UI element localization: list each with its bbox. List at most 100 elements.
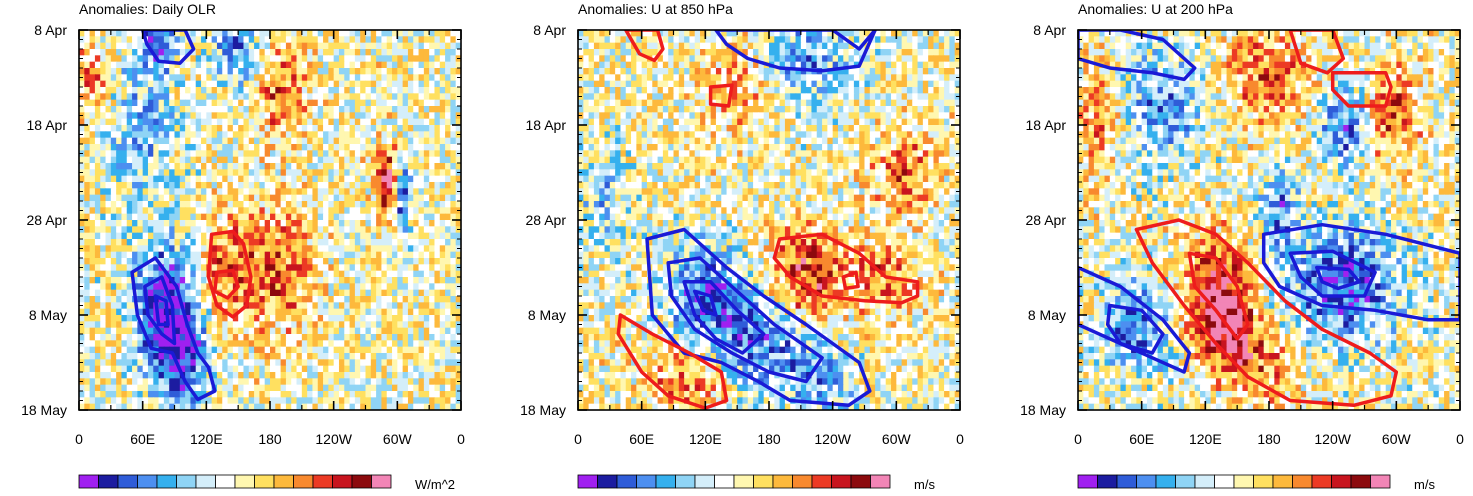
- red-contour: [1187, 251, 1250, 341]
- blue-contour: [692, 289, 718, 317]
- x-tick-label: 180: [757, 431, 781, 447]
- colorbar-units: m/s: [1414, 477, 1435, 492]
- colorbar-box: [293, 474, 314, 489]
- colorbar-label: 4: [808, 493, 815, 496]
- colorbar-box: [1155, 474, 1176, 489]
- colorbar-label: 48: [345, 493, 359, 496]
- red-contour: [616, 313, 729, 410]
- blue-contour: [1105, 303, 1165, 355]
- y-tick-label: 18 Apr: [1026, 117, 1067, 133]
- panel-2: 0 60E 120E 180 120W 60W 0 8 Apr 18 Apr 28 Apr 8 Ma…: [520, 1, 964, 496]
- blue-contour: [153, 294, 170, 327]
- panel-title: Anomalies: U at 850 hPa: [578, 1, 733, 17]
- y-tick-label: 8 Apr: [1033, 22, 1066, 38]
- colorbar-box: [772, 474, 793, 489]
- colorbar-label: -16: [187, 493, 206, 496]
- colorbar-box: [371, 474, 392, 489]
- x-tick-label: 0: [956, 431, 964, 447]
- x-tick-label: 120W: [814, 431, 851, 447]
- colorbar-box: [1311, 474, 1332, 489]
- x-tick-label: 0: [1456, 431, 1464, 447]
- colorbar-box: [137, 474, 158, 489]
- colorbar-label: 6: [847, 493, 854, 496]
- colorbar-label: -32: [148, 493, 167, 496]
- colorbar-label: 8: [1308, 493, 1315, 496]
- y-tick-label: 28 Apr: [27, 212, 68, 228]
- colorbar-label: 12: [1344, 493, 1358, 496]
- contour-lines: [130, 30, 253, 402]
- panel-1: 0 60E 120E 180 120W 60W 0 8 Apr 18 Apr 28 Apr 8 Ma…: [21, 1, 465, 496]
- anomaly-field: [79, 30, 461, 410]
- colorbar-label: 4: [1269, 493, 1276, 496]
- x-tick-label: 120W: [1314, 431, 1351, 447]
- colorbar-box: [616, 474, 637, 489]
- colorbar-box: [312, 474, 333, 489]
- colorbar-box: [176, 474, 197, 489]
- colorbar-label: -8: [1150, 493, 1162, 496]
- y-tick-label: 18 May: [1020, 402, 1066, 418]
- colorbar-box: [1350, 474, 1371, 489]
- blue-contour: [1315, 265, 1361, 291]
- x-tick-label: 180: [258, 431, 282, 447]
- colorbar-box: [831, 474, 852, 489]
- colorbar: -6 -4 -2 0 2 4 6 m/s: [577, 474, 935, 496]
- colorbar-box: [117, 474, 138, 489]
- colorbar-box: [1194, 474, 1215, 489]
- colorbar-box: [1077, 474, 1098, 489]
- blue-contour: [1288, 249, 1377, 298]
- blue-contour: [143, 275, 177, 346]
- colorbar-box: [234, 474, 255, 489]
- colorbar-label: -12: [1108, 493, 1127, 496]
- blue-contour: [130, 256, 217, 402]
- colorbar-box: [195, 474, 216, 489]
- colorbar-box: [273, 474, 294, 489]
- y-tick-label: 8 Apr: [533, 22, 566, 38]
- red-contour: [213, 268, 240, 300]
- colorbar-label: -4: [650, 493, 662, 496]
- red-contour: [1330, 71, 1393, 108]
- x-tick-label: 60E: [1129, 431, 1154, 447]
- blue-contour: [140, 30, 196, 66]
- contour-lines: [1078, 30, 1460, 408]
- colorbar-label: 2: [769, 493, 776, 496]
- colorbar-label: 32: [306, 493, 320, 496]
- colorbar-label: 0: [1230, 493, 1237, 496]
- colorbar-box: [753, 474, 774, 489]
- colorbar-box: [714, 474, 735, 489]
- colorbar-box: [1097, 474, 1118, 489]
- colorbar-box: [811, 474, 832, 489]
- colorbar: -48 -32 -16 0 16 32 48 W/m^2: [78, 474, 455, 496]
- y-tick-label: 18 May: [520, 402, 566, 418]
- colorbar-box: [636, 474, 657, 489]
- colorbar-box: [1116, 474, 1137, 489]
- colorbar-box: [1233, 474, 1254, 489]
- blue-contour: [1078, 30, 1197, 82]
- x-tick-label: 60W: [1382, 431, 1412, 447]
- colorbar-label: -4: [1189, 493, 1201, 496]
- colorbar-box: [215, 474, 236, 489]
- x-tick-label: 0: [75, 431, 83, 447]
- colorbar-box: [733, 474, 754, 489]
- blue-contour: [1078, 265, 1192, 374]
- y-tick-label: 8 May: [528, 307, 566, 323]
- colorbar-box: [850, 474, 871, 489]
- y-tick-label: 18 Apr: [526, 117, 567, 133]
- colorbar-box: [156, 474, 177, 489]
- red-contour: [624, 30, 665, 63]
- anomaly-field: [578, 30, 960, 410]
- y-tick-label: 8 Apr: [34, 22, 67, 38]
- x-tick-label: 0: [1074, 431, 1082, 447]
- colorbar-label: -48: [109, 493, 128, 496]
- colorbar-units: m/s: [914, 477, 935, 492]
- red-contour: [1134, 218, 1399, 408]
- y-tick-label: 28 Apr: [1026, 212, 1067, 228]
- x-tick-label: 120E: [1189, 431, 1222, 447]
- colorbar-box: [1175, 474, 1196, 489]
- x-tick-label: 120E: [689, 431, 722, 447]
- panel-3: 0 60E 120E 180 120W 60W 0 8 Apr 18 Apr 28 Apr 8 Ma…: [1020, 1, 1464, 496]
- red-contour: [772, 232, 920, 305]
- x-tick-label: 120W: [315, 431, 352, 447]
- x-tick-label: 120E: [190, 431, 223, 447]
- y-tick-label: 18 Apr: [27, 117, 68, 133]
